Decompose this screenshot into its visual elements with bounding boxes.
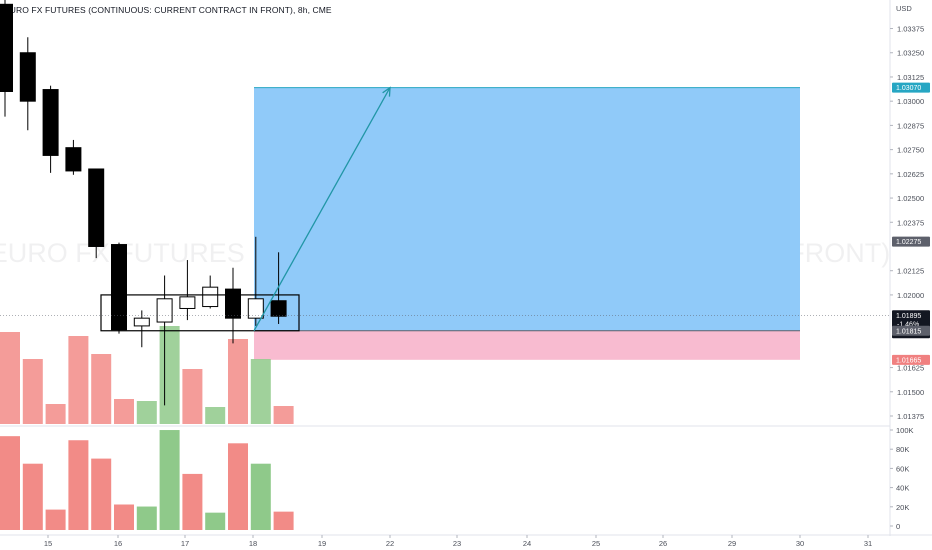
time-tick-label: 17 [181, 539, 189, 548]
volume-overlay-bar [273, 406, 294, 424]
candle-body[interactable] [156, 298, 173, 323]
price-tick-label: 1.02500 [897, 194, 924, 203]
time-tick-label: 23 [453, 539, 461, 548]
volume-tick-label: 40K [896, 484, 909, 493]
volume-bar [250, 463, 271, 530]
volume-overlay-bar [228, 339, 248, 424]
price-tag-label: 1.03070 [896, 85, 921, 92]
price-tick-label: 1.02125 [897, 267, 924, 276]
volume-bar [68, 440, 89, 530]
candle-body[interactable] [133, 317, 150, 327]
volume-tick-label: 0 [896, 522, 900, 531]
volume-bar [205, 512, 226, 530]
price-tag-label: 1.01895 [896, 313, 921, 320]
time-tick-label: 26 [659, 539, 667, 548]
time-tick-label: 22 [386, 539, 394, 548]
price-tag [892, 236, 930, 247]
volume-overlay-bar [182, 369, 203, 424]
volume-overlay-bar [91, 354, 112, 424]
volume-bar [182, 473, 203, 530]
candle-body[interactable] [19, 52, 36, 102]
candle-body[interactable] [111, 244, 127, 331]
price-tag-change: -1.46% [897, 321, 919, 328]
projection-arrow[interactable] [253, 87, 391, 332]
price-tag-label: 1.01815 [896, 328, 921, 335]
price-tag-label: 1.01665 [896, 357, 921, 364]
volume-overlay-bar [22, 359, 43, 424]
price-tag [892, 354, 930, 365]
price-tick-label: 1.02750 [897, 146, 924, 155]
time-tick-label: 19 [318, 539, 326, 548]
price-tick-label: 1.02000 [897, 291, 924, 300]
volume-bar [114, 504, 134, 530]
price-tick-label: 1.01375 [897, 412, 924, 421]
price-tick-label: 1.02625 [897, 170, 924, 179]
time-tick-label: 25 [592, 539, 600, 548]
volume-tick-label: 60K [896, 464, 909, 473]
volume-overlay-bar [68, 336, 89, 424]
volume-bar [228, 443, 248, 530]
time-tick-label: 31 [864, 539, 872, 548]
volume-bar [273, 511, 294, 530]
candle-body[interactable] [247, 298, 264, 319]
volume-bar [159, 430, 180, 530]
volume-overlay-bar [114, 399, 134, 424]
candle-body[interactable] [65, 147, 82, 172]
volume-overlay-bar [250, 359, 271, 424]
consolidation-box[interactable] [100, 294, 300, 332]
price-axis-currency: USD [896, 4, 912, 13]
candle-body[interactable] [88, 168, 105, 247]
volume-tick-label: 20K [896, 503, 909, 512]
volume-tick-label: 100K [896, 426, 914, 435]
volume-tick-label: 80K [896, 445, 909, 454]
candle-body[interactable] [270, 300, 287, 317]
volume-overlay-bar [45, 404, 66, 424]
volume-bar [45, 509, 66, 530]
price-tick-label: 1.03375 [897, 25, 924, 34]
price-tag [892, 82, 930, 93]
volume-overlay-bar [0, 332, 20, 424]
price-tick-label: 1.03250 [897, 49, 924, 58]
volume-bar [91, 458, 112, 530]
candle-body[interactable] [202, 286, 219, 308]
time-tick-label: 24 [523, 539, 531, 548]
candle-body[interactable] [0, 3, 13, 92]
volume-bar [136, 506, 157, 530]
candle-body[interactable] [225, 288, 241, 319]
volume-bar [22, 463, 43, 530]
volume-bar [0, 436, 20, 530]
volume-overlay-bar [159, 326, 180, 424]
volume-overlay-bar [136, 401, 157, 424]
price-tag-label: 1.02275 [896, 239, 921, 246]
time-tick-label: 30 [796, 539, 804, 548]
time-tick-label: 18 [249, 539, 257, 548]
volume-overlay-bar [205, 407, 226, 424]
arrow-head [382, 86, 391, 97]
time-tick-label: 15 [44, 539, 52, 548]
candle-body[interactable] [42, 89, 59, 156]
stop-zone[interactable] [254, 330, 800, 360]
price-tick-label: 1.01500 [897, 388, 924, 397]
price-tick-label: 1.02875 [897, 121, 924, 130]
price-tag [892, 325, 930, 336]
price-tick-label: 1.01625 [897, 364, 924, 373]
price-tick-label: 1.02375 [897, 218, 924, 227]
target-zone[interactable] [254, 87, 800, 331]
time-tick-label: 16 [114, 539, 122, 548]
candle-body[interactable] [179, 296, 196, 309]
chart-title: EURO FX FUTURES (CONTINUOUS: CURRENT CON… [4, 5, 332, 15]
price-tick-label: 1.03125 [897, 73, 924, 82]
price-tick-label: 1.03000 [897, 97, 924, 106]
time-tick-label: 29 [728, 539, 736, 548]
